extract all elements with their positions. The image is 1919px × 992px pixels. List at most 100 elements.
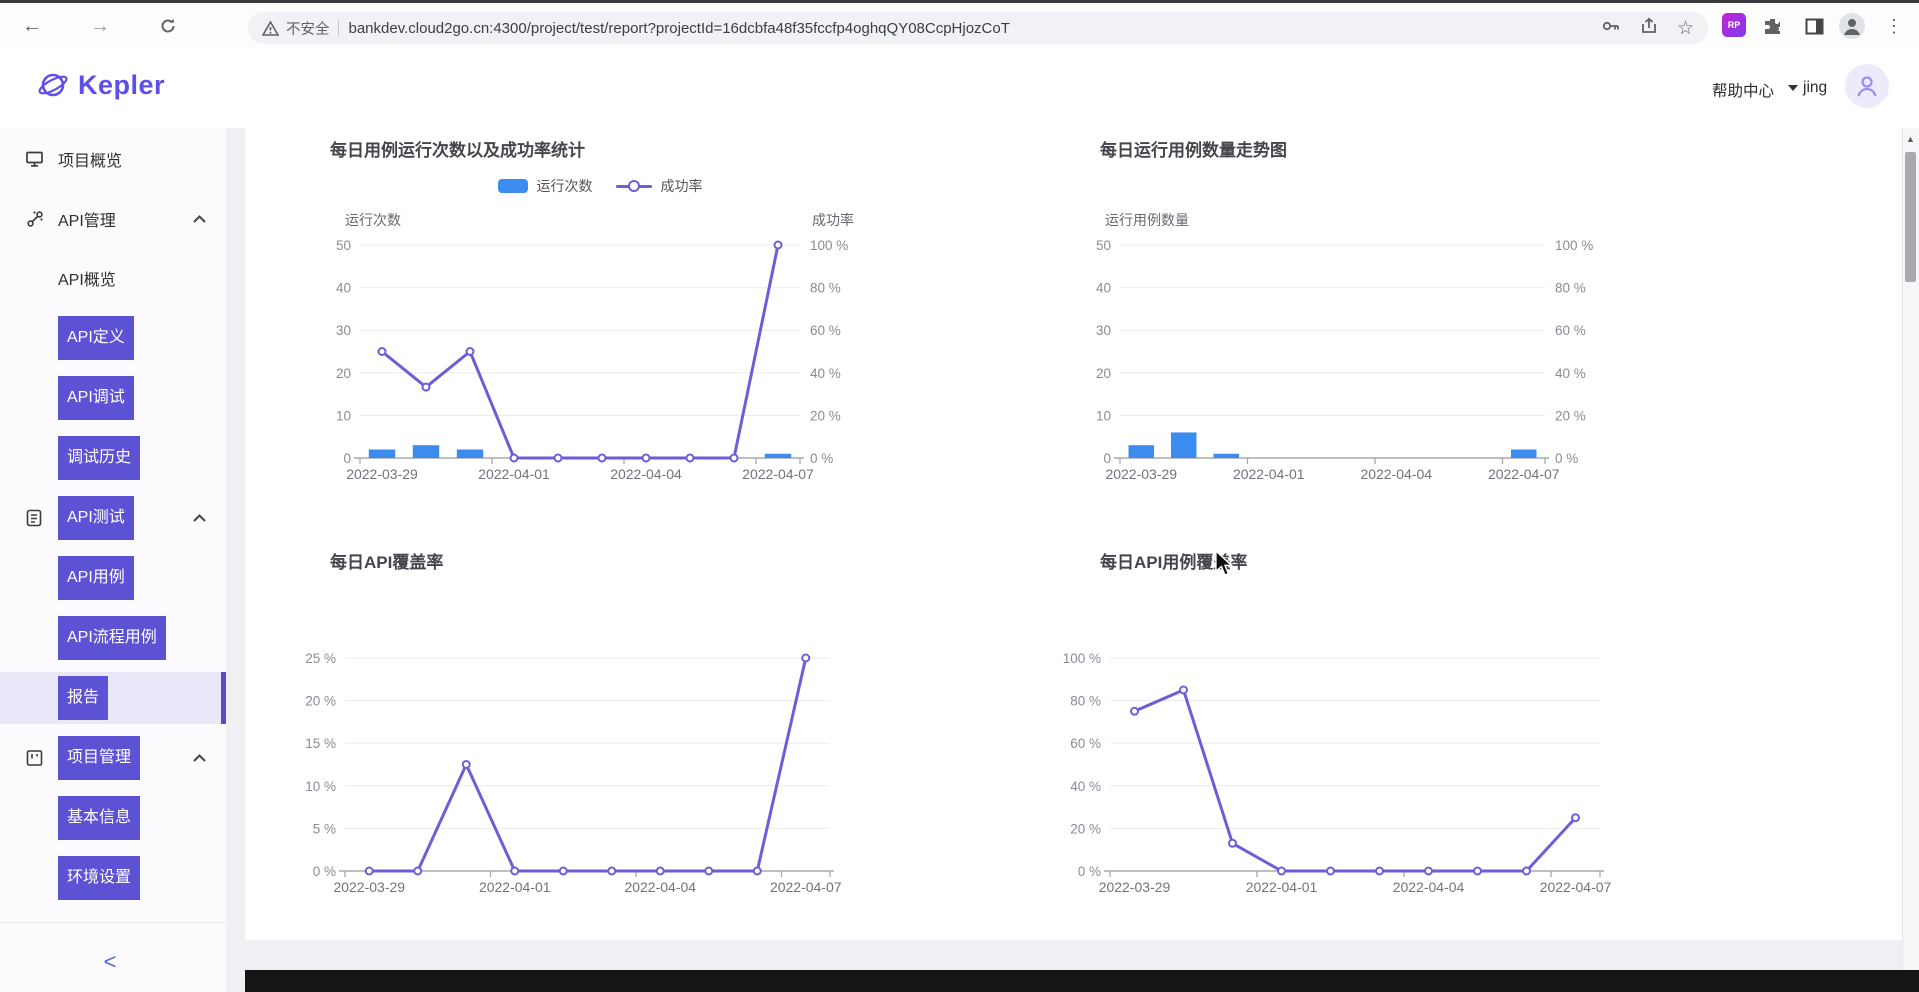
sidebar-item-label: 项目概览 xyxy=(58,153,123,170)
sidebar-item-label: 项目管理 xyxy=(58,736,141,780)
svg-text:40: 40 xyxy=(336,281,351,296)
svg-text:100 %: 100 % xyxy=(810,238,848,253)
sidebar-item-api-flow-case[interactable]: API流程用例 xyxy=(0,615,226,661)
svg-text:成功率: 成功率 xyxy=(812,212,854,228)
chart-card-api-coverage: 每日API覆盖率 25 % 20 % 15 % 10 % 5 % 0 % 2022-03-2… xyxy=(300,540,880,930)
sidebar-collapse-button[interactable]: < xyxy=(103,949,117,974)
svg-text:30: 30 xyxy=(1096,323,1111,338)
svg-text:5 %: 5 % xyxy=(313,821,336,836)
sidebar-item-api-debug[interactable]: API调试 xyxy=(0,375,226,421)
api-coverage-chart: 25 % 20 % 15 % 10 % 5 % 0 %2022-03-29 2022-04-… xyxy=(305,651,842,895)
legend-line-marker xyxy=(615,179,652,193)
legend-label: 运行次数 xyxy=(536,178,593,194)
share-icon[interactable] xyxy=(1639,16,1659,41)
bookmark-star-icon[interactable]: ☆ xyxy=(1676,17,1694,39)
monitor-icon xyxy=(26,151,43,168)
app-header: Kepler 帮助中心 jing xyxy=(0,48,1919,129)
security-label: 不安全 xyxy=(286,21,330,38)
svg-text:2022-04-01: 2022-04-01 xyxy=(1246,879,1318,895)
kepler-logo[interactable]: Kepler xyxy=(36,68,165,102)
warning-icon xyxy=(262,20,279,36)
refresh-icon[interactable] xyxy=(152,10,184,42)
user-menu[interactable]: jing xyxy=(1788,79,1827,97)
sidebar-item-env-settings[interactable]: 环境设置 xyxy=(0,855,226,901)
svg-text:运行次数: 运行次数 xyxy=(345,212,401,228)
logo-text: Kepler xyxy=(78,69,166,100)
key-icon[interactable] xyxy=(1601,16,1621,41)
svg-text:2022-03-29: 2022-03-29 xyxy=(346,466,418,482)
svg-text:20 %: 20 % xyxy=(1070,821,1101,836)
svg-text:50: 50 xyxy=(336,238,351,253)
sidebar-item-label: 基本信息 xyxy=(58,796,141,840)
svg-text:20 %: 20 % xyxy=(810,408,841,423)
sidebar-item-label: API定义 xyxy=(58,316,134,360)
sidebar-item-debug-history[interactable]: 调试历史 xyxy=(0,435,226,481)
svg-text:2022-04-01: 2022-04-01 xyxy=(478,466,550,482)
help-center-link[interactable]: 帮助中心 xyxy=(1712,83,1775,100)
sidebar-item-project-manage[interactable]: 项目管理 xyxy=(0,735,226,781)
svg-text:0: 0 xyxy=(1103,451,1111,466)
api-icon xyxy=(26,210,44,228)
sidebar-item-project-overview[interactable]: 项目概览 xyxy=(0,136,226,182)
kanban-board-icon xyxy=(26,750,43,767)
sidebar-item-api-manage[interactable]: API管理 xyxy=(0,196,226,242)
chart-title: 每日API覆盖率 xyxy=(330,553,444,572)
sidebar-divider xyxy=(0,922,226,923)
username: jing xyxy=(1803,79,1828,96)
chart-title: 每日用例运行次数以及成功率统计 xyxy=(330,141,585,160)
forward-icon[interactable]: → xyxy=(90,14,110,37)
svg-text:20 %: 20 % xyxy=(1555,408,1586,423)
svg-text:60 %: 60 % xyxy=(1070,736,1101,751)
report-panel xyxy=(245,128,1902,940)
svg-text:40 %: 40 % xyxy=(1070,779,1101,794)
chart-title: 每日API用例覆盖率 xyxy=(1100,553,1248,572)
sidebar-item-report-selected[interactable]: 报告 xyxy=(0,672,226,724)
svg-text:100 %: 100 % xyxy=(1063,651,1101,666)
svg-text:2022-04-04: 2022-04-04 xyxy=(624,879,696,895)
extensions-puzzle-icon[interactable] xyxy=(1756,10,1788,42)
svg-text:2022-03-29: 2022-03-29 xyxy=(333,879,405,895)
sidebar-item-label: API概览 xyxy=(58,272,116,289)
sidebar-item-label: 调试历史 xyxy=(58,436,141,480)
sidebar-item-api-case[interactable]: API用例 xyxy=(0,555,226,601)
svg-text:20: 20 xyxy=(336,366,351,381)
legend-label: 成功率 xyxy=(660,178,703,194)
svg-text:10: 10 xyxy=(336,408,351,423)
selected-indicator xyxy=(221,672,226,724)
sidebar-item-api-define[interactable]: API定义 xyxy=(0,315,226,361)
svg-text:60 %: 60 % xyxy=(810,323,841,338)
window-top-edge xyxy=(0,0,1919,3)
sidebar-item-api-overview[interactable]: API概览 xyxy=(0,255,226,301)
back-icon[interactable]: ← xyxy=(22,14,42,37)
sidebar-item-label: API测试 xyxy=(58,496,134,540)
page-scrollbar[interactable] xyxy=(1902,128,1919,970)
chart-card-daily-case-trend: 每日运行用例数量走势图 50 40 30 20 10 0 100 % 80 % 60 % 40 %… xyxy=(1080,128,1640,513)
svg-text:0 %: 0 % xyxy=(1078,864,1101,879)
chart-title: 每日运行用例数量走势图 xyxy=(1100,141,1287,160)
sidebar-item-api-test[interactable]: API测试 xyxy=(0,495,226,541)
browser-menu-icon[interactable]: ⋮ xyxy=(1885,15,1903,36)
svg-text:25 %: 25 % xyxy=(305,651,336,666)
side-panel-icon[interactable] xyxy=(1798,10,1830,42)
scrollbar-up-arrow[interactable]: ▲ xyxy=(1906,134,1915,144)
svg-text:2022-04-07: 2022-04-07 xyxy=(770,879,842,895)
browser-toolbar: ← → 不安全 bankdev.cloud2go.cn:4300/project… xyxy=(0,3,1919,49)
scrollbar-thumb[interactable] xyxy=(1905,152,1916,282)
chart-legend[interactable]: 运行次数 成功率 xyxy=(320,176,880,196)
sidebar-item-basic-info[interactable]: 基本信息 xyxy=(0,795,226,841)
chart-card-run-count-success: 每日用例运行次数以及成功率统计 运行次数 成功率 50 40 30 20 10 0 100 … xyxy=(320,128,880,513)
svg-text:2022-04-04: 2022-04-04 xyxy=(1393,879,1465,895)
address-bar[interactable]: 不安全 bankdev.cloud2go.cn:4300/project/tes… xyxy=(248,12,1708,44)
svg-text:30: 30 xyxy=(336,323,351,338)
svg-text:50: 50 xyxy=(1096,238,1111,253)
svg-text:2022-04-01: 2022-04-01 xyxy=(479,879,551,895)
svg-text:20: 20 xyxy=(1096,366,1111,381)
svg-text:2022-04-07: 2022-04-07 xyxy=(742,466,814,482)
svg-text:2022-04-07: 2022-04-07 xyxy=(1488,466,1560,482)
browser-profile-icon[interactable] xyxy=(1836,10,1868,42)
rp-extension-icon[interactable]: RP xyxy=(1722,13,1746,37)
user-avatar[interactable] xyxy=(1845,64,1889,108)
svg-text:2022-03-29: 2022-03-29 xyxy=(1099,879,1171,895)
